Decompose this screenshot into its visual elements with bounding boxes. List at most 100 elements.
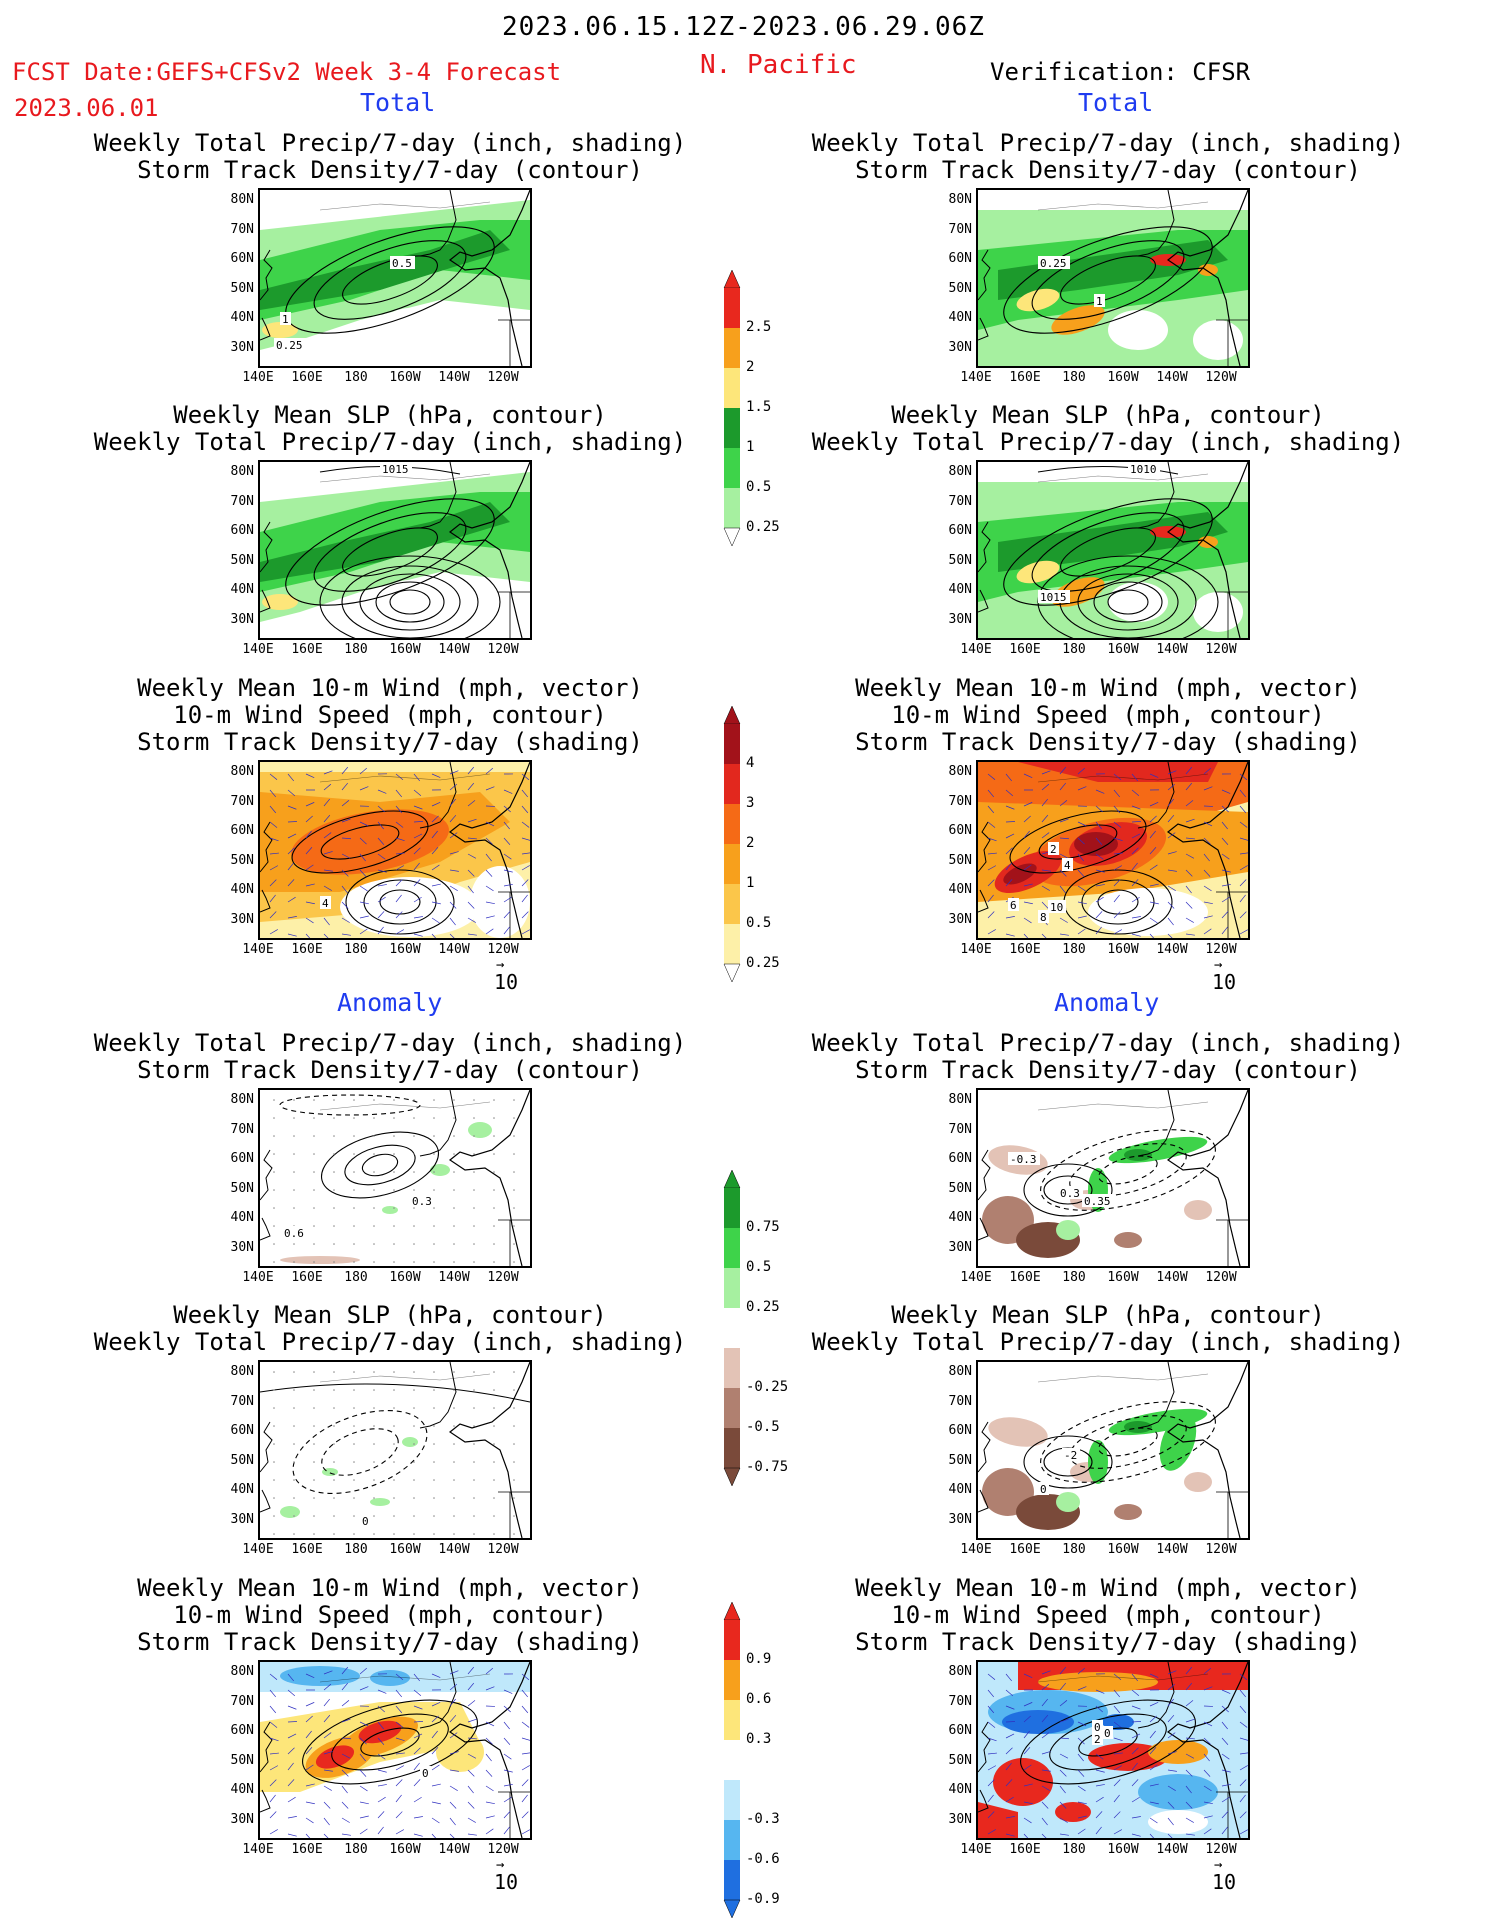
lon-tick-label: 140W (1156, 642, 1188, 657)
contour-label: -2 (1064, 1449, 1077, 1462)
lat-tick-label: 50N (948, 1180, 972, 1196)
lon-tick-label: 180 (1062, 370, 1086, 385)
map-plot: 0 (258, 1660, 532, 1840)
lon-tick-label: 180 (1062, 642, 1086, 657)
lon-tick-label: 180 (1062, 942, 1086, 957)
lat-tick-label: 40N (948, 582, 972, 597)
lat-tick-label: 80N (948, 1364, 972, 1379)
verification-label: Verification: CFSR (990, 58, 1251, 86)
lat-tick-label: 80N (230, 464, 254, 479)
lat-tick-label: 80N (230, 1664, 254, 1679)
colorbar (722, 1601, 742, 1922)
lat-tick-label: 30N (948, 1811, 972, 1827)
lon-tick-label: 160W (1107, 1270, 1139, 1285)
lat-tick-label: 70N (948, 221, 972, 237)
lat-tick-label: 60N (948, 1423, 972, 1438)
panel-title: 10-m Wind Speed (mph, contour) (891, 1601, 1325, 1629)
lat-tick-label: 70N (948, 1121, 972, 1137)
contour-label: 0 (1104, 1727, 1111, 1740)
lat-tick-label: 30N (948, 1239, 972, 1255)
colorbar-label: 3 (746, 795, 755, 811)
lon-tick-label: 140E (242, 942, 274, 957)
lat-tick-label: 70N (230, 1121, 254, 1137)
colorbar-label: 0.5 (746, 915, 772, 931)
lat-tick-label: 80N (948, 192, 972, 207)
section-anomaly-right: Anomaly (1054, 988, 1160, 1017)
lat-tick-label: 30N (230, 339, 254, 355)
lon-tick-label: 160E (1009, 1842, 1041, 1857)
lon-tick-label: 140W (1156, 1542, 1188, 1557)
section-anomaly-left: Anomaly (337, 988, 443, 1017)
lon-tick-label: 140W (438, 942, 470, 957)
contour-label: 0.25 (1040, 257, 1067, 270)
panel-title: Weekly Mean SLP (hPa, contour) (173, 401, 607, 429)
lon-tick-label: 160W (389, 1842, 421, 1857)
lat-tick-label: 50N (230, 1180, 254, 1196)
contour-label: 0 (362, 1515, 369, 1528)
contour-label: 0 (1094, 1721, 1101, 1734)
contour-label: 0.3 (412, 1195, 432, 1208)
lon-tick-label: 120W (487, 370, 519, 385)
panel-title: Weekly Mean 10-m Wind (mph, vector) (137, 674, 643, 702)
lon-tick-label: 160W (1107, 370, 1139, 385)
lat-tick-label: 50N (948, 280, 972, 296)
lon-tick-label: 180 (1062, 1842, 1086, 1857)
section-total-right: Total (1078, 88, 1154, 117)
lat-tick-label: 80N (230, 1092, 254, 1107)
panel-title: Weekly Total Precip/7-day (inch, shading… (93, 1328, 687, 1356)
lat-tick-label: 50N (230, 1752, 254, 1768)
map-plot: -0.3 0.3 0.35 (976, 1088, 1250, 1268)
lat-tick-label: 80N (230, 764, 254, 779)
lon-tick-label: 140E (960, 942, 992, 957)
lon-tick-label: 140E (960, 1270, 992, 1285)
lat-tick-label: 30N (948, 339, 972, 355)
contour-label: 1015 (382, 463, 409, 476)
lon-tick-label: 160W (389, 942, 421, 957)
colorbar-label: 0.75 (746, 1219, 780, 1235)
lon-tick-label: 180 (1062, 1542, 1086, 1557)
colorbar-label: 0.5 (746, 1259, 772, 1275)
lat-tick-label: 50N (948, 552, 972, 568)
lon-tick-label: 160W (1107, 942, 1139, 957)
colorbar (722, 1169, 742, 1490)
lon-tick-label: 120W (487, 1270, 519, 1285)
lat-tick-label: 60N (230, 523, 254, 538)
lat-tick-label: 70N (948, 1693, 972, 1709)
lat-tick-label: 80N (948, 764, 972, 779)
contour-label: 1 (1096, 295, 1103, 308)
contour-label: 0 (1040, 1483, 1047, 1496)
lon-tick-label: 120W (487, 642, 519, 657)
colorbar-label: 2 (746, 359, 755, 375)
lat-tick-label: 30N (230, 1811, 254, 1827)
colorbar-label: 2.5 (746, 319, 772, 335)
lon-tick-label: 180 (344, 370, 368, 385)
contour-label: 6 (1010, 899, 1017, 912)
lat-tick-label: 40N (230, 1482, 254, 1497)
contour-label: 0.5 (392, 257, 412, 270)
region-label: N. Pacific (700, 50, 857, 80)
lat-tick-label: 30N (230, 911, 254, 927)
lon-tick-label: 120W (1205, 1270, 1237, 1285)
colorbar-label: 0.25 (746, 519, 780, 535)
lon-tick-label: 120W (487, 1842, 519, 1857)
panel-title: Weekly Total Precip/7-day (inch, shading… (811, 1328, 1405, 1356)
lon-tick-label: 140W (438, 642, 470, 657)
lat-tick-label: 80N (948, 1664, 972, 1679)
map-plot: 0 (258, 1360, 532, 1540)
lat-tick-label: 80N (230, 1364, 254, 1379)
map-plot: 1015 (258, 460, 532, 640)
contour-label: -0.3 (1010, 1153, 1037, 1166)
lon-tick-label: 160E (1009, 1542, 1041, 1557)
panel-title: 10-m Wind Speed (mph, contour) (891, 701, 1325, 729)
lon-tick-label: 180 (344, 642, 368, 657)
contour-label: 4 (322, 897, 329, 910)
colorbar-label: -0.75 (746, 1459, 789, 1475)
lat-tick-label: 30N (230, 1239, 254, 1255)
lat-tick-label: 70N (230, 493, 254, 509)
lon-tick-label: 120W (1205, 370, 1237, 385)
contour-label: 2 (1050, 843, 1057, 856)
lat-tick-label: 50N (948, 852, 972, 868)
panel-title: Storm Track Density/7-day (contour) (855, 156, 1361, 184)
lat-tick-label: 70N (230, 1693, 254, 1709)
lat-tick-label: 70N (948, 493, 972, 509)
